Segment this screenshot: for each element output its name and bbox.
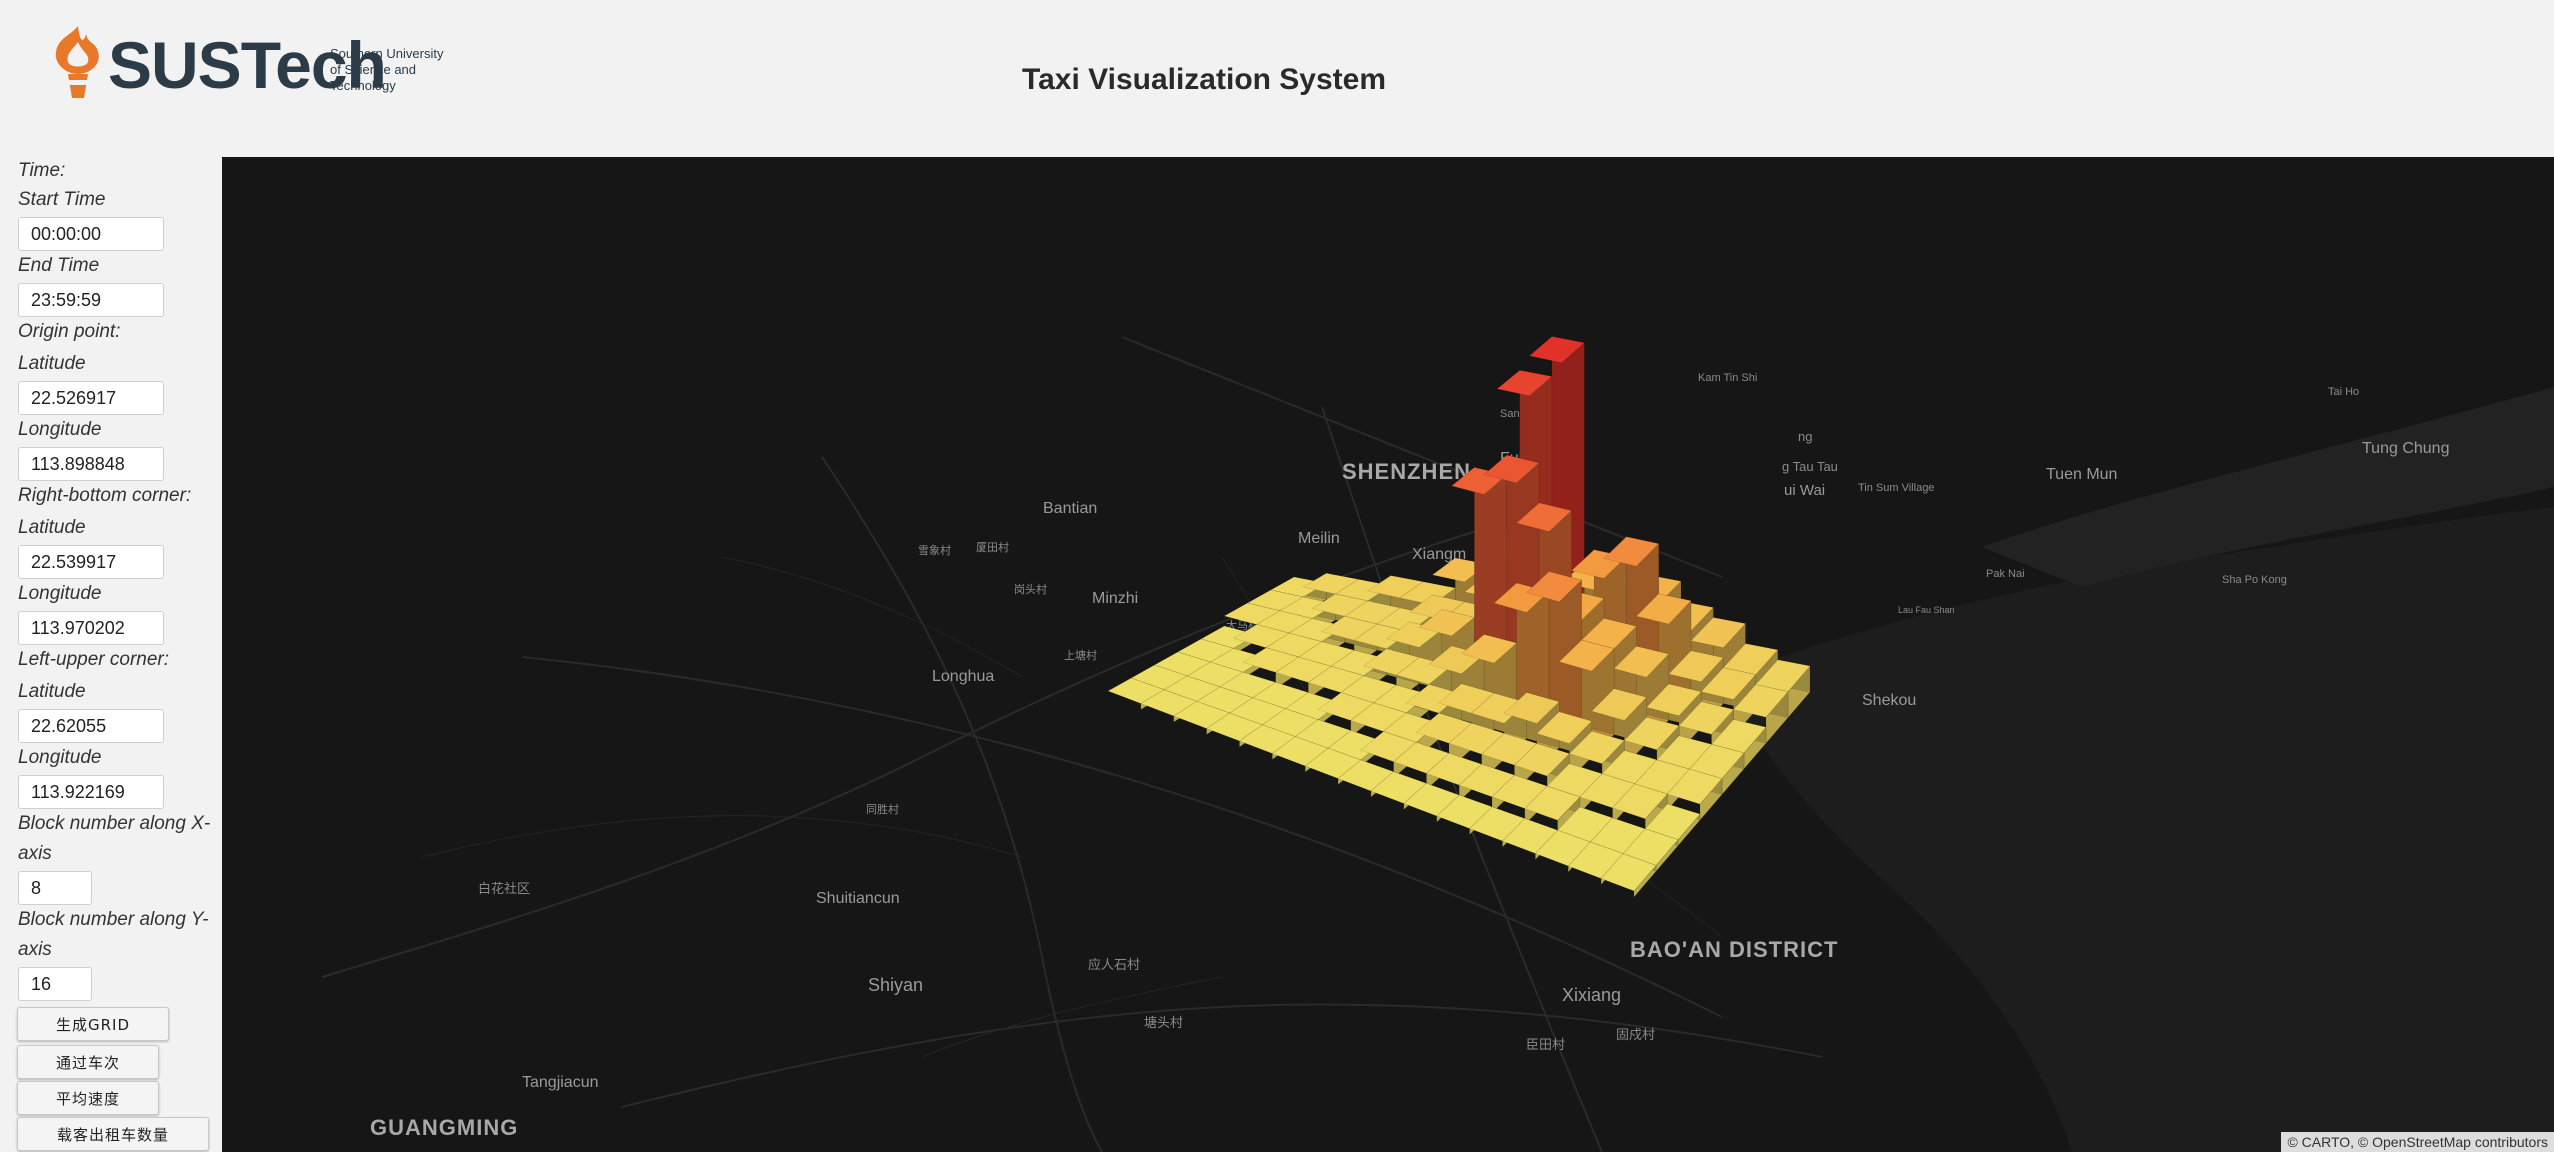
- label-shangtang: 上塘村: [1064, 648, 1097, 662]
- generate-grid-button[interactable]: 生成GRID: [17, 1007, 169, 1041]
- label-tau-tau: g Tau Tau: [1782, 459, 1838, 474]
- grid-block-top: [1733, 684, 1789, 718]
- label-xiatian: 厦田村: [976, 540, 1009, 554]
- grid-block-top: [1600, 853, 1657, 892]
- label-xuexiang: 雪象村: [918, 543, 951, 557]
- label-meilin: Meilin: [1298, 530, 1340, 547]
- label-pak-nai: Pak Nai: [1986, 568, 2025, 580]
- label-xiangmi: Xiangm: [1412, 546, 1466, 563]
- label-guxu: 固戍村: [1616, 1027, 1655, 1042]
- grid-block-top: [1690, 617, 1747, 649]
- label-ng: ng: [1798, 429, 1812, 444]
- grid-block-top: [1503, 692, 1560, 724]
- grid-block-top: [1603, 536, 1660, 567]
- map-attribution[interactable]: © CARTO, © OpenStreetMap contributors: [2281, 1132, 2554, 1152]
- grid-block-top: [1591, 688, 1648, 721]
- lu-latitude-input[interactable]: [18, 709, 164, 743]
- grid-block-top: [1666, 768, 1723, 805]
- label-gangtou: 岗头村: [1014, 582, 1047, 596]
- origin-latitude-input[interactable]: [18, 381, 164, 415]
- label-guangming: GUANGMING: [370, 1115, 518, 1140]
- page-header: SUSTech Southern University of Science a…: [0, 0, 2554, 157]
- end-time-input[interactable]: [18, 283, 164, 317]
- block-x-label: Block number along X-: [18, 813, 211, 834]
- label-shiyan: Shiyan: [868, 975, 923, 995]
- grid-block-top: [1668, 650, 1724, 683]
- control-panel: Time: Start Time End Time Origin point: …: [0, 157, 222, 1152]
- origin-longitude-input[interactable]: [18, 447, 164, 481]
- grid-block-top: [1515, 502, 1573, 532]
- start-time-label: Start Time: [18, 189, 106, 210]
- average-speed-button[interactable]: 平均速度: [17, 1081, 159, 1115]
- grid-block-top: [1528, 336, 1585, 364]
- logo-wordmark: SUSTech: [108, 28, 387, 102]
- label-tangjiacun: Tangjiacun: [522, 1074, 599, 1091]
- label-tung-chung: Tung Chung: [2362, 440, 2449, 457]
- origin-point-label: Origin point:: [18, 321, 121, 342]
- label-longhua: Longhua: [932, 668, 994, 685]
- grid-block-top: [1635, 593, 1692, 625]
- lu-longitude-label: Longitude: [18, 747, 102, 768]
- grid-block-top: [1558, 639, 1615, 672]
- rb-longitude-input[interactable]: [18, 611, 164, 645]
- label-shenzhen: SHENZHEN: [1342, 459, 1471, 484]
- label-tuen-mun: Tuen Mun: [2046, 466, 2117, 483]
- lu-longitude-input[interactable]: [18, 775, 164, 809]
- grid-block-top: [1700, 667, 1757, 700]
- label-jiuwei: 臣田村: [1526, 1037, 1565, 1052]
- label-bao-an-district: BAO'AN DISTRICT: [1630, 937, 1838, 962]
- label-sha-po-kong: Sha Po Kong: [2222, 574, 2287, 586]
- grid-block-top: [1613, 645, 1670, 678]
- end-time-label: End Time: [18, 255, 100, 276]
- lu-latitude-label: Latitude: [18, 681, 86, 702]
- block-y-label-cont: axis: [18, 939, 52, 960]
- label-lau-fau-shan: Lau Fau Shan: [1898, 605, 1955, 615]
- taxi-grid-3d-layer[interactable]: [1107, 336, 1811, 898]
- right-bottom-corner-label: Right-bottom corner:: [18, 485, 192, 506]
- block-y-label: Block number along Y-: [18, 909, 209, 930]
- label-tai-ho: Tai Ho: [2328, 386, 2359, 398]
- passes-button[interactable]: 通过车次: [17, 1045, 159, 1079]
- label-tongsheng: 同胜村: [866, 802, 899, 816]
- label-shuitiancun: Shuitiancun: [816, 890, 900, 907]
- left-upper-corner-label: Left-upper corner:: [18, 649, 170, 670]
- rb-longitude-label: Longitude: [18, 583, 102, 604]
- origin-latitude-label: Latitude: [18, 353, 86, 374]
- map-canvas[interactable]: SHENZHEN BAO'AN DISTRICT GUANGMING Banti…: [222, 157, 2554, 1152]
- label-bantian: Bantian: [1043, 500, 1097, 517]
- grid-block-top: [1536, 711, 1593, 744]
- grid-block-top: [1526, 571, 1583, 603]
- label-minzhi: Minzhi: [1092, 590, 1138, 607]
- torch-icon: [55, 26, 99, 98]
- origin-longitude-label: Longitude: [18, 419, 102, 440]
- passenger-taxi-count-button[interactable]: 载客出租车数量: [17, 1117, 209, 1151]
- logo-subtitle: Southern University of Science and Techn…: [330, 46, 444, 93]
- label-shekou: Shekou: [1862, 692, 1916, 709]
- label-wanfeng: 塘头村: [1144, 1015, 1183, 1030]
- label-ui-wai: ui Wai: [1784, 482, 1825, 499]
- map-view[interactable]: SHENZHEN BAO'AN DISTRICT GUANGMING Banti…: [222, 157, 2554, 1152]
- start-time-input[interactable]: [18, 217, 164, 251]
- time-label: Time:: [18, 160, 66, 181]
- page-title: Taxi Visualization System: [1022, 63, 1387, 96]
- rb-latitude-label: Latitude: [18, 517, 86, 538]
- label-tin-sum-village: Tin Sum Village: [1858, 482, 1934, 494]
- block-x-input[interactable]: [18, 871, 92, 905]
- sustech-logo: SUSTech Southern University of Science a…: [50, 22, 470, 106]
- rb-latitude-input[interactable]: [18, 545, 164, 579]
- block-y-input[interactable]: [18, 967, 92, 1001]
- label-baihuashe: 白花社区: [478, 881, 530, 896]
- grid-block-top: [1483, 454, 1540, 484]
- label-kam-tin-shi: Kam Tin Shi: [1698, 372, 1757, 384]
- label-yingrenshi: 应人石村: [1088, 957, 1140, 972]
- block-x-label-cont: axis: [18, 843, 52, 864]
- label-xixiang: Xixiang: [1562, 985, 1621, 1005]
